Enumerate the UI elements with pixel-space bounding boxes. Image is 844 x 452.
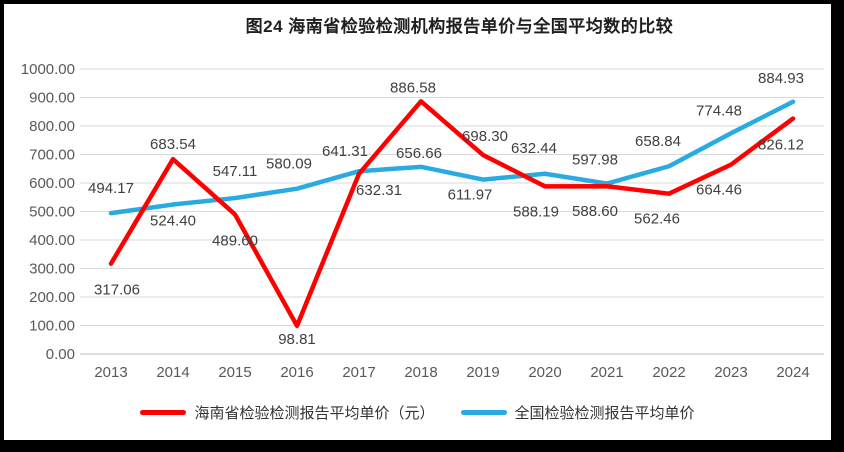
x-axis-label: 2022: [652, 364, 685, 381]
y-axis-label: 800.00: [29, 118, 75, 135]
x-axis-label: 2019: [466, 364, 499, 381]
data-label: 658.84: [635, 133, 681, 150]
data-label: 489.60: [212, 232, 258, 249]
data-label: 826.12: [758, 137, 804, 154]
data-label: 641.31: [322, 143, 368, 160]
data-label: 886.58: [390, 79, 436, 96]
y-axis-label: 200.00: [29, 289, 75, 306]
series-line: [108, 99, 796, 329]
data-label: 562.46: [634, 211, 680, 228]
data-label: 588.60: [572, 203, 618, 220]
y-axis-label: 0.00: [46, 346, 75, 363]
y-axis-label: 1000.00: [21, 61, 75, 78]
data-label: 611.97: [448, 187, 493, 204]
chart-title: 图24 海南省检验检测机构报告单价与全国平均数的比较: [245, 17, 674, 36]
x-axis-label: 2023: [714, 364, 747, 381]
x-axis-label: 2017: [342, 364, 375, 381]
y-axis-label: 600.00: [29, 175, 75, 192]
y-axis-label: 300.00: [29, 261, 75, 278]
data-label: 580.09: [266, 156, 312, 173]
data-label: 524.40: [150, 213, 196, 230]
y-axis-label: 100.00: [29, 318, 75, 335]
data-label: 632.44: [511, 140, 557, 157]
x-axis-label: 2014: [156, 364, 189, 381]
legend-item-national: 全国检验检测报告平均单价: [460, 402, 695, 423]
hainan-series-label: 海南省检验检测报告平均单价（元）: [194, 405, 435, 422]
data-label: 317.06: [94, 282, 140, 299]
y-axis-label: 500.00: [29, 204, 75, 221]
data-label: 98.81: [278, 331, 316, 348]
y-axis-label: 700.00: [29, 147, 75, 164]
data-label: 656.66: [396, 145, 442, 162]
line-chart: 0.00 100.00 200.00 300.00 400.00 500.00 600.00…: [21, 61, 824, 381]
data-label: 547.11: [213, 163, 258, 180]
hainan-series-swatch: [140, 410, 187, 415]
data-label: 494.17: [88, 180, 134, 197]
legend: 海南省检验检测报告平均单价（元） 全国检验检测报告平均单价: [4, 402, 831, 423]
national-series-swatch: [460, 410, 507, 415]
data-label: 664.46: [696, 182, 742, 199]
data-label: 588.19: [513, 203, 559, 220]
data-label: 632.31: [356, 182, 402, 199]
x-axis-label: 2024: [776, 364, 809, 381]
data-label: 698.30: [462, 128, 508, 145]
x-axis-label: 2018: [404, 364, 437, 381]
data-label: 597.98: [572, 152, 618, 169]
y-axis-label: 400.00: [29, 232, 75, 249]
national-series-label: 全国检验检测报告平均单价: [514, 405, 695, 422]
y-axis-label: 900.00: [29, 90, 75, 107]
data-label: 884.93: [758, 70, 804, 87]
data-label: 683.54: [150, 136, 196, 153]
data-label: 774.48: [696, 102, 742, 119]
x-axis-label: 2015: [218, 364, 251, 381]
x-axis-label: 2016: [280, 364, 313, 381]
x-axis-label: 2013: [94, 364, 127, 381]
x-axis-label: 2021: [590, 364, 623, 381]
series-line: [108, 99, 796, 216]
x-axis-label: 2020: [528, 364, 561, 381]
legend-item-hainan: 海南省检验检测报告平均单价（元）: [140, 402, 435, 423]
